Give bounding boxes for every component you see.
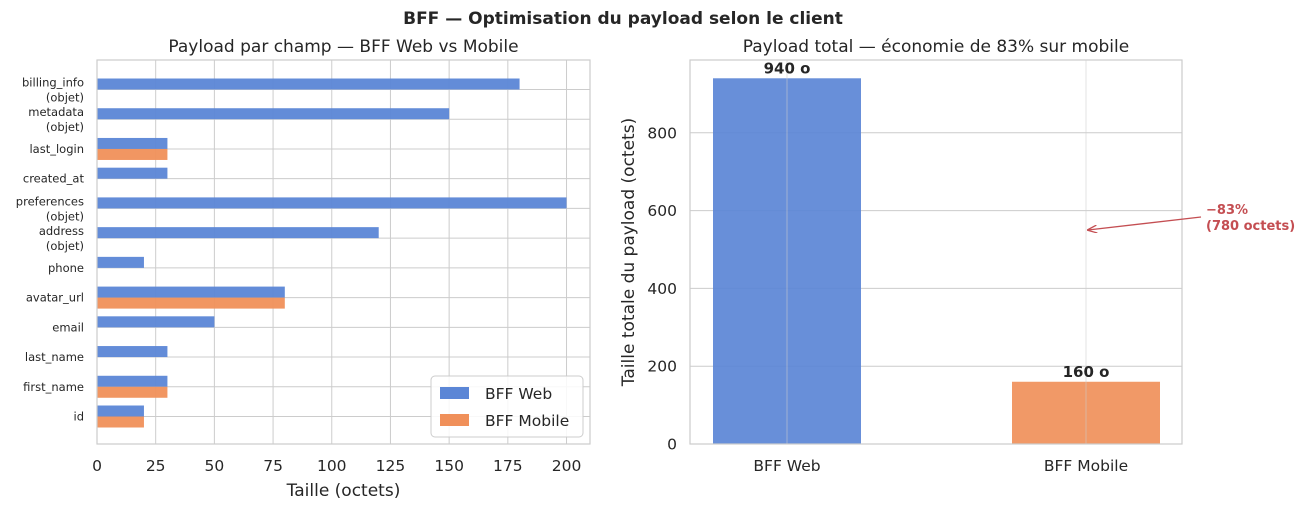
y-tick-label: first_name — [23, 380, 84, 394]
y-tick-label: phone — [48, 261, 84, 275]
y-tick-label-line: (objet) — [46, 239, 84, 253]
bar-web-8 — [97, 167, 168, 179]
bar-web-10 — [97, 108, 450, 120]
y-tick-label: 600 — [647, 202, 677, 220]
y-tick-label: avatar_url — [26, 291, 84, 305]
y-tick-label: metadata (objet) — [28, 105, 84, 134]
y-tick-label-line: preferences — [16, 194, 84, 208]
x-tick-label: BFF Web — [753, 457, 820, 475]
y-tick-label: billing_info (objet) — [22, 76, 84, 105]
bar-web-11 — [97, 78, 520, 90]
y-tick-label: preferences (objet) — [16, 194, 84, 223]
y-tick-label-line: (objet) — [46, 209, 84, 223]
annotation-text-line1: −83% — [1206, 203, 1248, 218]
bar-mobile-0 — [97, 416, 144, 428]
y-tick-label-line: address — [39, 224, 84, 238]
bar-web-3 — [97, 316, 215, 328]
y-tick-label: last_name — [25, 350, 84, 364]
left-chart-title: Payload par champ — BFF Web vs Mobile — [168, 37, 518, 57]
legend-label-web: BFF Web — [485, 385, 552, 403]
legend-swatch-mobile — [440, 414, 469, 426]
bar-web-6 — [97, 227, 379, 239]
x-tick-label: 75 — [263, 457, 283, 475]
y-tick-label: 0 — [667, 436, 677, 454]
y-tick-label: id — [74, 410, 85, 424]
x-tick-label: 200 — [552, 457, 582, 475]
x-tick-label: 100 — [317, 457, 347, 475]
bar-data-label: 940 o — [764, 59, 811, 77]
bar-web-4 — [97, 286, 285, 298]
annotation-text-line2: (780 octets) — [1206, 219, 1295, 234]
x-tick-label: 25 — [146, 457, 166, 475]
x-tick-label: 125 — [376, 457, 406, 475]
bar-mobile-1 — [97, 386, 168, 398]
bar-mobile-9 — [97, 148, 168, 160]
left-chart-payload-per-field: 0 25 50 75 100 125 150 175 200 id first_name last_n… — [16, 37, 591, 501]
bar-web-1 — [97, 375, 168, 387]
bar-web-7 — [97, 197, 567, 209]
x-tick-label: BFF Mobile — [1044, 457, 1128, 475]
axes-frame — [689, 59, 1183, 445]
axes-frame — [96, 59, 591, 445]
x-tick-label: 50 — [205, 457, 225, 475]
bar-data-label: 160 o — [1063, 363, 1110, 381]
legend-label-mobile: BFF Mobile — [485, 412, 569, 430]
x-tick-label: 150 — [434, 457, 464, 475]
legend-swatch-web — [440, 387, 469, 399]
y-tick-label: 800 — [647, 124, 677, 142]
y-tick-label-line: metadata — [28, 105, 84, 119]
legend: BFF Web BFF Mobile — [430, 375, 584, 438]
left-x-axis-label: Taille (octets) — [286, 481, 401, 501]
bar-web-0 — [97, 405, 144, 417]
y-tick-label: address (objet) — [39, 224, 84, 253]
bar-web-9 — [97, 137, 168, 149]
y-tick-label: 400 — [647, 280, 677, 298]
figure-title: BFF — Optimisation du payload selon le c… — [403, 9, 843, 29]
x-tick-label: 175 — [493, 457, 523, 475]
bar-web-2 — [97, 346, 168, 358]
y-tick-label: 200 — [647, 358, 677, 376]
y-tick-label-line: (objet) — [46, 120, 84, 134]
right-chart-total-payload: 0 200 400 600 800 940 o 160 o BFF Web BFF Mobile… — [619, 37, 1295, 475]
annotation-arrow — [1088, 216, 1202, 230]
y-tick-label: last_login — [29, 142, 84, 156]
y-tick-label-line: (objet) — [46, 91, 84, 105]
x-tick-label: 0 — [92, 457, 102, 475]
right-y-axis-label: Taille totale du payload (octets) — [619, 118, 639, 387]
bar-web-5 — [97, 256, 144, 268]
y-tick-label: email — [52, 320, 84, 334]
y-tick-label-line: billing_info — [22, 76, 84, 90]
bar-mobile-4 — [97, 297, 285, 309]
right-chart-title: Payload total — économie de 83% sur mobi… — [743, 37, 1129, 57]
y-tick-label: created_at — [23, 172, 85, 186]
